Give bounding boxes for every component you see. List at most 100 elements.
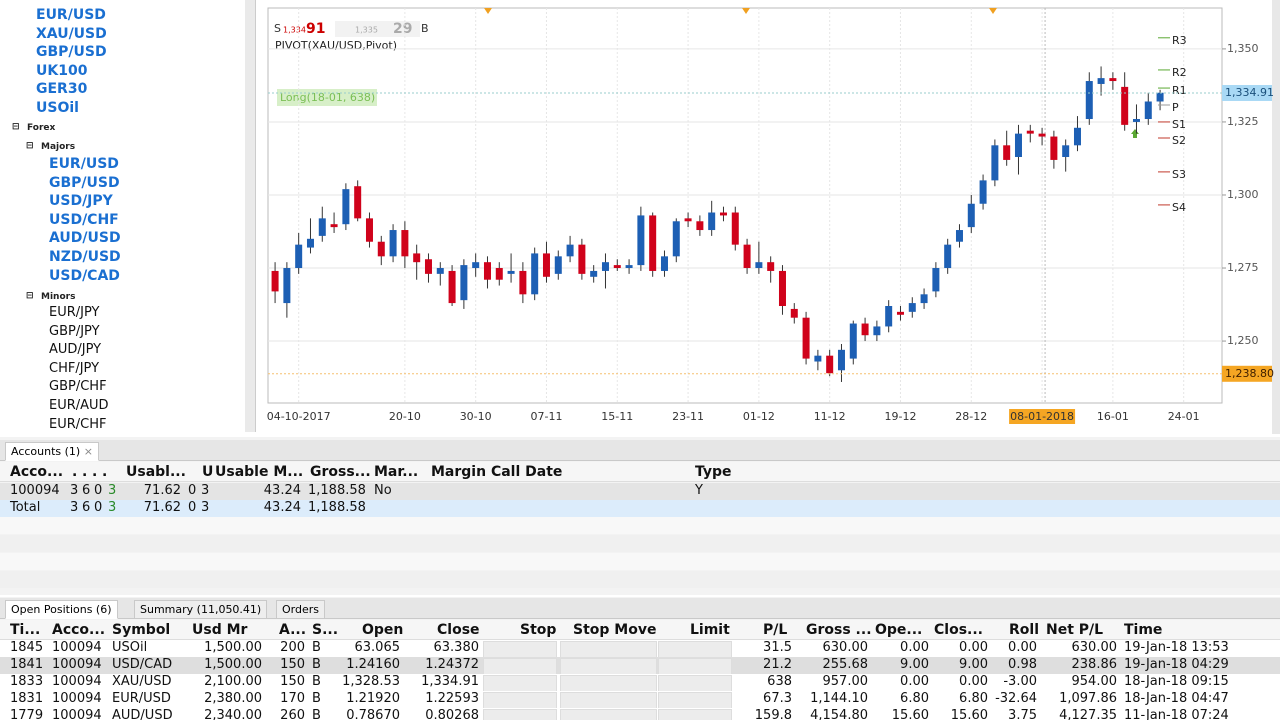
tab-label[interactable]: Accounts (1) <box>11 445 81 458</box>
column-header[interactable]: Gross... <box>310 464 371 480</box>
cell: 1,500.00 <box>204 657 262 672</box>
instrument[interactable]: USD/CAD <box>49 267 120 284</box>
cell: 67.3 <box>763 691 792 706</box>
column-header[interactable]: Time <box>1124 622 1163 638</box>
empty-row <box>0 535 1280 552</box>
table-row <box>0 483 1280 500</box>
instrument[interactable]: GBP/USD <box>36 44 107 61</box>
tab[interactable]: Accounts (1) × <box>5 442 99 461</box>
column-header[interactable]: Symbol <box>112 622 171 638</box>
candle-body <box>814 355 822 362</box>
column-header[interactable]: Usable M... <box>215 464 304 480</box>
group-label[interactable]: Majors <box>41 142 76 152</box>
column-header[interactable]: Roll <box>1009 622 1039 638</box>
candle-body <box>767 262 775 271</box>
cell: 19-Jan-18 13:53 <box>1124 640 1229 655</box>
column-header[interactable]: . <box>82 464 88 480</box>
empty-cell <box>560 641 657 658</box>
instrument[interactable]: GBP/USD <box>49 174 120 191</box>
cell: 100094 <box>52 708 102 720</box>
column-header[interactable]: Clos... <box>934 622 983 638</box>
candle-body <box>660 256 668 271</box>
candle-body <box>483 262 491 280</box>
column-header[interactable]: . <box>92 464 98 480</box>
column-header[interactable]: Usabl... <box>126 464 186 480</box>
column-header[interactable]: Close <box>437 622 480 638</box>
group-label[interactable]: Forex <box>27 123 56 133</box>
column-header[interactable]: S... <box>312 622 339 638</box>
candle-body <box>625 265 633 269</box>
tree-toggle[interactable]: ⊟ <box>12 122 20 132</box>
tab[interactable]: Orders <box>276 600 325 619</box>
instrument[interactable]: EUR/JPY <box>49 305 100 320</box>
column-header[interactable]: . <box>102 464 108 480</box>
candle-body <box>472 262 480 269</box>
column-header[interactable]: U <box>202 464 214 480</box>
tree-toggle[interactable]: ⊟ <box>26 141 34 151</box>
instrument[interactable]: AUD/JPY <box>49 342 102 358</box>
column-header[interactable]: Acco... <box>10 464 64 480</box>
column-header[interactable]: Ope... <box>875 622 923 638</box>
column-header[interactable]: Margin Call Date <box>431 464 563 480</box>
instrument[interactable]: USD/JPY <box>49 193 113 210</box>
sell-big: 1,334 <box>283 26 306 35</box>
column-header[interactable]: Gross ... <box>806 622 872 638</box>
candle-body <box>1144 101 1152 120</box>
cell: 18-Jan-18 09:15 <box>1124 674 1229 689</box>
candle-body <box>920 294 928 304</box>
column-header[interactable]: Stop <box>520 622 557 638</box>
instrument[interactable]: EUR/CHF <box>49 416 107 432</box>
column-header[interactable]: Limit <box>690 622 730 638</box>
column-header[interactable]: Acco... <box>52 622 106 638</box>
column-header[interactable]: . <box>72 464 78 480</box>
instrument[interactable]: USOil <box>36 100 79 116</box>
instrument[interactable]: GBP/JPY <box>49 323 100 339</box>
instrument[interactable]: GER30 <box>36 81 88 98</box>
instrument[interactable]: AUD/USD <box>49 230 121 247</box>
candle-body <box>1121 86 1129 125</box>
instrument[interactable]: UK100 <box>36 62 88 79</box>
cell: EUR/USD <box>112 691 171 706</box>
column-header[interactable]: A... <box>279 622 307 638</box>
column-header[interactable]: Mar... <box>374 464 419 480</box>
buy-pips: 29 <box>393 21 412 37</box>
candle-body <box>519 270 527 295</box>
candle-body <box>908 303 916 312</box>
instrument[interactable]: EUR/USD <box>36 7 106 23</box>
column-header[interactable]: Net P/L <box>1046 622 1104 638</box>
instrument[interactable]: GBP/CHF <box>49 379 107 395</box>
instrument[interactable]: USD/CHF <box>49 211 119 228</box>
candle-body <box>944 244 952 269</box>
candle-body <box>495 268 503 280</box>
cell: 100094 <box>10 483 60 498</box>
column-header[interactable]: Stop Move <box>573 622 657 638</box>
instrument[interactable]: CHF/JPY <box>49 360 100 376</box>
candle-body <box>436 268 444 274</box>
instrument[interactable]: XAU/USD <box>36 25 107 42</box>
candle-body <box>601 262 609 271</box>
cell: 100094 <box>52 640 102 655</box>
instrument[interactable]: NZD/USD <box>49 249 121 265</box>
column-header[interactable]: Open <box>362 622 404 638</box>
y-tick-label: 1,250 <box>1227 334 1259 347</box>
pivot-label: P <box>1172 101 1179 114</box>
candle-body <box>1003 145 1011 160</box>
candle-body <box>1109 78 1117 82</box>
tab[interactable]: Open Positions (6) <box>5 600 118 619</box>
buy-label: B <box>421 22 429 35</box>
instrument[interactable]: EUR/USD <box>49 156 119 172</box>
column-header[interactable]: P/L <box>763 622 788 638</box>
x-tick-label: 15-11 <box>601 410 633 423</box>
candle-body <box>790 308 798 318</box>
tree-toggle[interactable]: ⊟ <box>26 291 34 301</box>
sidebar: ⊟ Forex ⊟ Majors ⊟ Minors EUR/USD XAU/USD… <box>0 0 256 432</box>
cell: 1.22593 <box>425 691 479 706</box>
column-header[interactable]: Type <box>695 464 732 480</box>
group-label[interactable]: Minors <box>41 292 76 302</box>
candle-body <box>1085 81 1093 120</box>
instrument[interactable]: EUR/AUD <box>49 398 109 413</box>
tab-close[interactable]: × <box>83 445 93 458</box>
column-header[interactable]: Ti... <box>10 622 41 638</box>
tab[interactable]: Summary (11,050.41) <box>134 600 268 619</box>
column-header[interactable]: Usd Mr <box>192 622 248 638</box>
